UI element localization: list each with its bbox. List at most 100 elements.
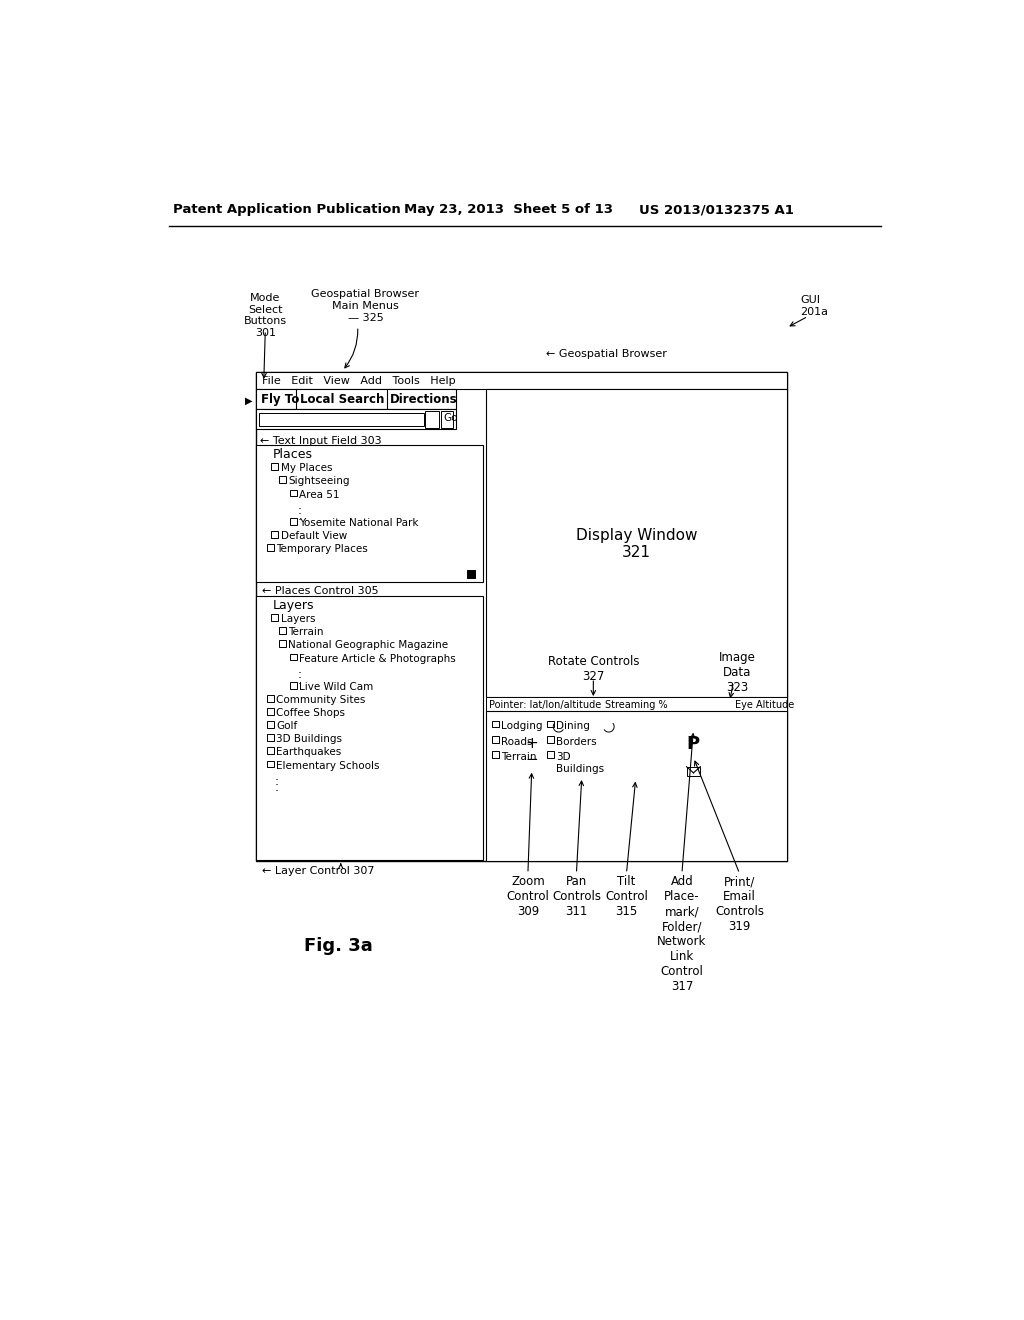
Text: Layers: Layers: [281, 614, 315, 624]
Text: 321: 321: [622, 545, 651, 560]
Text: National Geographic Magazine: National Geographic Magazine: [289, 640, 449, 651]
Text: Layers: Layers: [273, 599, 314, 612]
Bar: [547, 737, 554, 743]
Bar: [271, 463, 279, 470]
Bar: [290, 653, 297, 660]
Text: Display Window: Display Window: [575, 528, 697, 544]
Bar: [267, 696, 273, 702]
Text: File   Edit   View   Add   Tools   Help: File Edit View Add Tools Help: [262, 376, 456, 385]
Text: ← Layer Control 307: ← Layer Control 307: [262, 866, 375, 876]
Text: Zoom
Control
309: Zoom Control 309: [507, 875, 549, 919]
Text: .: .: [298, 663, 302, 676]
Bar: [280, 477, 286, 483]
Bar: [290, 517, 297, 525]
Text: .: .: [298, 510, 302, 523]
Bar: [547, 721, 554, 727]
Bar: [290, 682, 297, 689]
Bar: [271, 531, 279, 539]
Bar: [485, 711, 787, 862]
Text: Directions: Directions: [390, 393, 458, 407]
Text: Image
Data
323: Image Data 323: [719, 651, 756, 694]
Text: Geospatial Browser
Main Menus
— 325: Geospatial Browser Main Menus — 325: [311, 289, 420, 322]
Text: GUI
201a: GUI 201a: [801, 296, 828, 317]
Text: Print/
Email
Controls
319: Print/ Email Controls 319: [715, 875, 764, 933]
Text: Area 51: Area 51: [299, 490, 340, 499]
Text: 3D Buildings: 3D Buildings: [276, 734, 342, 744]
Text: ▶: ▶: [245, 396, 252, 405]
Text: P: P: [687, 735, 700, 754]
Text: .: .: [274, 775, 279, 788]
Bar: [280, 627, 286, 635]
Bar: [485, 389, 787, 697]
Text: Go: Go: [443, 413, 458, 424]
Text: ← Places Control 305: ← Places Control 305: [262, 586, 379, 595]
Text: Dining: Dining: [556, 721, 590, 731]
Text: Community Sites: Community Sites: [276, 696, 366, 705]
Bar: [547, 751, 554, 758]
Bar: [271, 614, 279, 622]
Text: −: −: [525, 751, 538, 767]
Text: .: .: [298, 673, 302, 686]
Bar: [256, 595, 483, 859]
Text: Elementary Schools: Elementary Schools: [276, 760, 380, 771]
Text: Roads: Roads: [501, 737, 532, 747]
Text: .: .: [274, 770, 279, 783]
Text: Mode
Select
Buttons
301: Mode Select Buttons 301: [244, 293, 287, 338]
Text: Patent Application Publication: Patent Application Publication: [173, 203, 400, 216]
Polygon shape: [451, 570, 458, 578]
Bar: [256, 372, 787, 389]
Text: Live Wild Cam: Live Wild Cam: [299, 682, 374, 692]
Bar: [256, 445, 483, 582]
Bar: [492, 737, 499, 743]
Text: Sightseeing: Sightseeing: [289, 477, 350, 486]
Bar: [256, 409, 457, 429]
Text: Eye Altitude: Eye Altitude: [735, 700, 795, 710]
Bar: [492, 721, 499, 727]
Text: ← Geospatial Browser: ← Geospatial Browser: [547, 350, 668, 359]
Bar: [492, 751, 499, 758]
Text: Temporary Places: Temporary Places: [276, 544, 368, 554]
Text: ← Text Input Field 303: ← Text Input Field 303: [260, 436, 382, 446]
Text: Add
Place-
mark/
Folder/
Network
Link
Control
317: Add Place- mark/ Folder/ Network Link Co…: [657, 875, 707, 993]
Text: Terrain: Terrain: [289, 627, 324, 638]
Text: .: .: [274, 780, 279, 793]
Text: Lodging: Lodging: [501, 721, 543, 731]
Bar: [467, 570, 475, 578]
Text: My Places: My Places: [281, 463, 332, 474]
Bar: [259, 412, 424, 426]
Text: Yosemite National Park: Yosemite National Park: [299, 517, 419, 528]
Text: Fig. 3a: Fig. 3a: [304, 937, 373, 954]
Bar: [267, 544, 273, 552]
Text: Pan
Controls
311: Pan Controls 311: [552, 875, 601, 919]
Bar: [686, 767, 700, 776]
Text: Coffee Shops: Coffee Shops: [276, 708, 345, 718]
Text: Golf: Golf: [276, 721, 297, 731]
Bar: [425, 411, 439, 428]
Circle shape: [580, 748, 584, 754]
Bar: [290, 490, 297, 496]
Text: Streaming %: Streaming %: [605, 700, 668, 710]
Text: Borders: Borders: [556, 737, 597, 747]
Text: Feature Article & Photographs: Feature Article & Photographs: [299, 653, 456, 664]
Bar: [441, 411, 454, 428]
Bar: [256, 372, 787, 862]
Bar: [267, 747, 273, 755]
Text: .: .: [298, 499, 302, 512]
Text: Fly To: Fly To: [261, 393, 299, 407]
Bar: [485, 697, 787, 711]
Text: Tilt
Control
315: Tilt Control 315: [605, 875, 648, 919]
Text: Default View: Default View: [281, 531, 347, 541]
Text: .: .: [298, 504, 302, 517]
Text: May 23, 2013  Sheet 5 of 13: May 23, 2013 Sheet 5 of 13: [403, 203, 613, 216]
Bar: [267, 708, 273, 715]
Text: US 2013/0132375 A1: US 2013/0132375 A1: [639, 203, 794, 216]
Bar: [267, 721, 273, 729]
Text: Rotate Controls
327: Rotate Controls 327: [548, 655, 639, 682]
Bar: [256, 389, 457, 409]
Text: Places: Places: [273, 447, 313, 461]
Bar: [267, 734, 273, 742]
Bar: [267, 760, 273, 767]
Text: +: +: [525, 737, 538, 751]
Text: .: .: [298, 668, 302, 681]
Text: 3D
Buildings: 3D Buildings: [556, 752, 604, 774]
